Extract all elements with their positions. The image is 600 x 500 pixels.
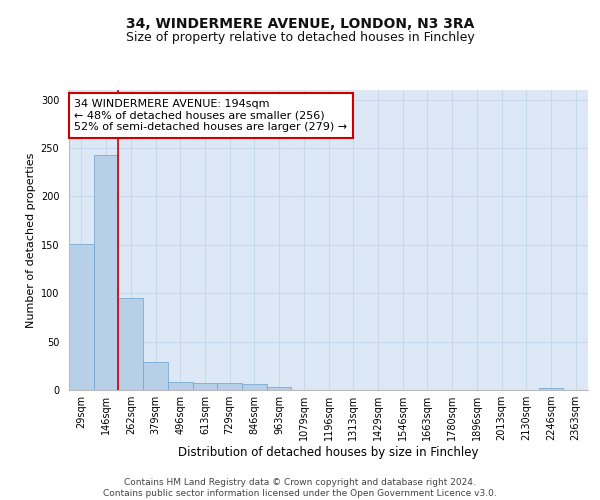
Bar (143, 362, 168, 390)
Text: Contains HM Land Registry data © Crown copyright and database right 2024.
Contai: Contains HM Land Registry data © Crown c… (103, 478, 497, 498)
Text: 34, WINDERMERE AVENUE, LONDON, N3 3RA: 34, WINDERMERE AVENUE, LONDON, N3 3RA (126, 18, 474, 32)
X-axis label: Distribution of detached houses by size in Finchley: Distribution of detached houses by size … (178, 446, 479, 459)
Bar (193, 383, 217, 390)
Bar (168, 382, 193, 390)
Bar (69, 244, 94, 390)
Bar (242, 384, 267, 390)
Bar (94, 155, 118, 390)
Bar (539, 388, 563, 390)
Bar (118, 298, 143, 390)
Bar (267, 387, 292, 390)
Text: Size of property relative to detached houses in Finchley: Size of property relative to detached ho… (125, 31, 475, 44)
Text: 34 WINDERMERE AVENUE: 194sqm
← 48% of detached houses are smaller (256)
52% of s: 34 WINDERMERE AVENUE: 194sqm ← 48% of de… (74, 99, 347, 132)
Bar (217, 383, 242, 390)
Y-axis label: Number of detached properties: Number of detached properties (26, 152, 37, 328)
